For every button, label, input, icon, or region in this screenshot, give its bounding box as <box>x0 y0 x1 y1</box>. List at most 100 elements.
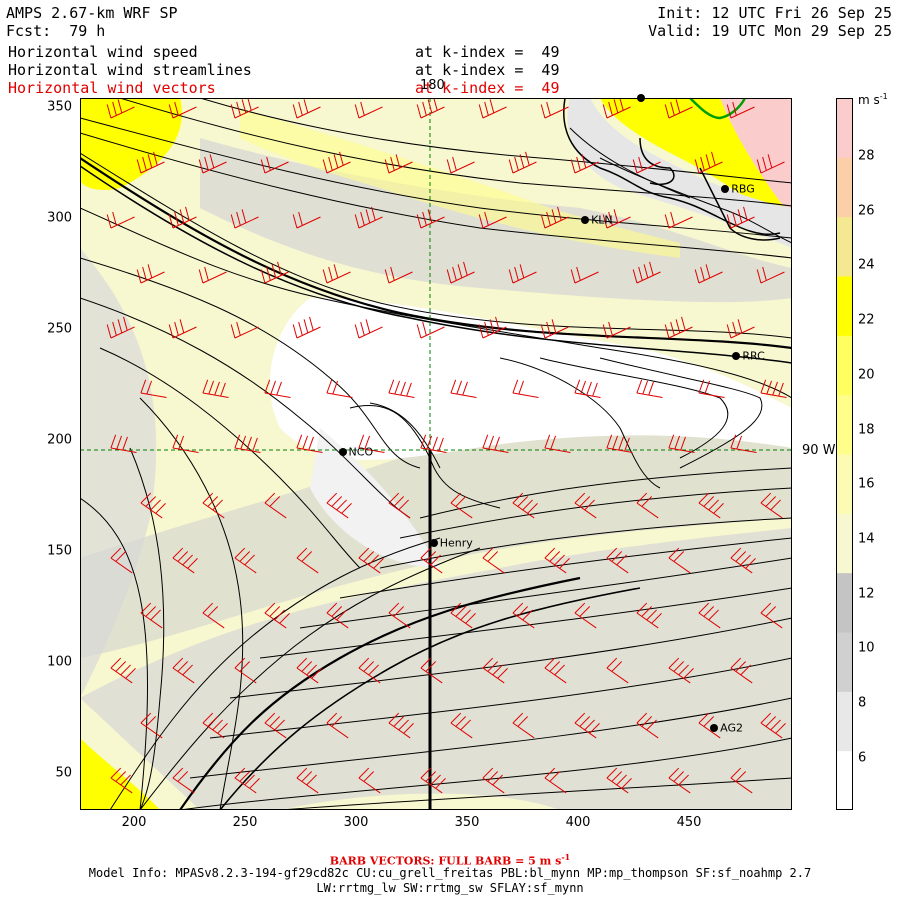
model-info: Model Info: MPASv8.2.3-194-gf29cd82c CU:… <box>88 866 812 880</box>
colorbar-segment <box>836 691 853 752</box>
colorbar-segment <box>836 750 853 810</box>
x-tick: 350 <box>454 815 480 830</box>
wind-barb <box>354 319 383 339</box>
wind-barb <box>106 211 135 229</box>
wind-barb <box>420 434 447 454</box>
wind-barb <box>694 264 723 284</box>
wind-barb <box>574 712 600 739</box>
plot-frame <box>80 98 792 810</box>
wind-barb <box>354 101 383 119</box>
field-label-speed: Horizontal wind speed <box>8 43 198 61</box>
wind-barbs <box>106 98 787 794</box>
colorbar-tick: 12 <box>858 586 875 602</box>
wind-barb <box>354 206 383 229</box>
station-label: RBG <box>731 182 755 196</box>
wind-barb <box>198 266 227 284</box>
wind-barb <box>730 547 756 574</box>
wind-barb <box>140 602 163 629</box>
wind-barb <box>540 319 569 339</box>
wind-barb <box>726 206 755 229</box>
field-level-vectors: at k-index = 49 <box>415 79 560 97</box>
station-label: Henry <box>439 536 473 550</box>
wind-barb <box>172 547 198 574</box>
station-marker <box>581 216 590 225</box>
station-label: NCO <box>348 445 374 459</box>
model-title: AMPS 2.67-km WRF SP <box>6 4 178 22</box>
wind-barb <box>540 206 569 229</box>
colorbar-segment <box>836 216 853 277</box>
wind-barb <box>172 767 195 794</box>
shade-gray-band-mid <box>80 418 792 658</box>
wind-barb <box>544 547 570 574</box>
wind-barb <box>326 379 353 399</box>
wind-barb <box>420 547 443 574</box>
wind-barb <box>698 602 721 629</box>
wind-barb <box>540 101 569 119</box>
colorbar-tick: 18 <box>858 422 875 437</box>
wind-barb <box>636 602 662 629</box>
wind-barb <box>730 657 753 684</box>
wind-barb <box>420 767 446 794</box>
station-marker <box>429 539 438 547</box>
wind-barb <box>110 767 133 794</box>
shade-white-core <box>270 298 792 460</box>
wind-barb <box>388 602 411 629</box>
wind-barb <box>202 492 225 519</box>
wind-barb <box>668 434 695 454</box>
colorbar-segment <box>836 513 853 574</box>
wind-barb <box>296 657 322 684</box>
parallel-label: 90 W <box>802 443 836 458</box>
wind-barb <box>136 264 165 284</box>
wind-barb <box>756 266 785 284</box>
wind-barb <box>388 379 415 399</box>
shade-yellow-band-north <box>240 108 680 258</box>
wind-barb <box>140 712 163 739</box>
wind-barb <box>726 319 755 339</box>
wind-barb <box>140 492 166 519</box>
colorbar-tick: 10 <box>858 640 875 656</box>
station-marker <box>721 185 730 194</box>
wind-barb <box>570 266 599 284</box>
physics-info: LW:rrtmg_lw SW:rrtmg_sw SFLAY:sf_mynn <box>316 881 584 895</box>
wind-barb <box>234 767 260 794</box>
colorbar-segment <box>836 98 853 158</box>
wind-barb <box>636 379 663 399</box>
wind-barb <box>760 492 783 519</box>
valid-time: Valid: 19 UTC Mon 29 Sep 25 <box>648 22 892 40</box>
wind-barb <box>140 379 167 399</box>
meridian-label: 180 <box>420 78 445 93</box>
wind-barb <box>198 154 227 174</box>
wind-barb <box>606 767 632 794</box>
shade-gray-band-south <box>80 528 792 810</box>
wind-barb <box>358 434 385 454</box>
wind-barb <box>230 98 259 119</box>
colorbar <box>836 98 853 810</box>
wind-barb <box>110 547 133 574</box>
wind-barb <box>322 264 351 284</box>
colorbar-tick: 6 <box>858 750 867 766</box>
wind-barb <box>388 492 411 519</box>
shade-gray-west <box>80 248 157 698</box>
wind-barb <box>698 712 721 739</box>
wind-barb <box>264 379 291 399</box>
wind-barb <box>482 547 505 574</box>
wind-barb <box>544 767 567 794</box>
y-tick: 150 <box>47 543 72 559</box>
colorbar-segment <box>836 157 853 218</box>
wind-barb <box>512 492 538 519</box>
wind-barb <box>358 547 384 574</box>
colorbar-tick: 20 <box>858 367 875 383</box>
coastline <box>563 98 781 241</box>
wind-barb <box>478 211 507 229</box>
wind-barb <box>730 767 753 794</box>
wind-barb <box>760 379 787 399</box>
y-tick: 250 <box>47 321 72 337</box>
wind-barb <box>698 492 724 519</box>
wind-barb <box>296 434 323 454</box>
colorbar-segment <box>836 632 853 692</box>
wind-barb <box>664 211 693 229</box>
wind-barb <box>760 712 786 739</box>
wind-barb <box>570 154 599 174</box>
shade-pink-ne <box>720 98 792 218</box>
station-marker <box>732 352 741 361</box>
